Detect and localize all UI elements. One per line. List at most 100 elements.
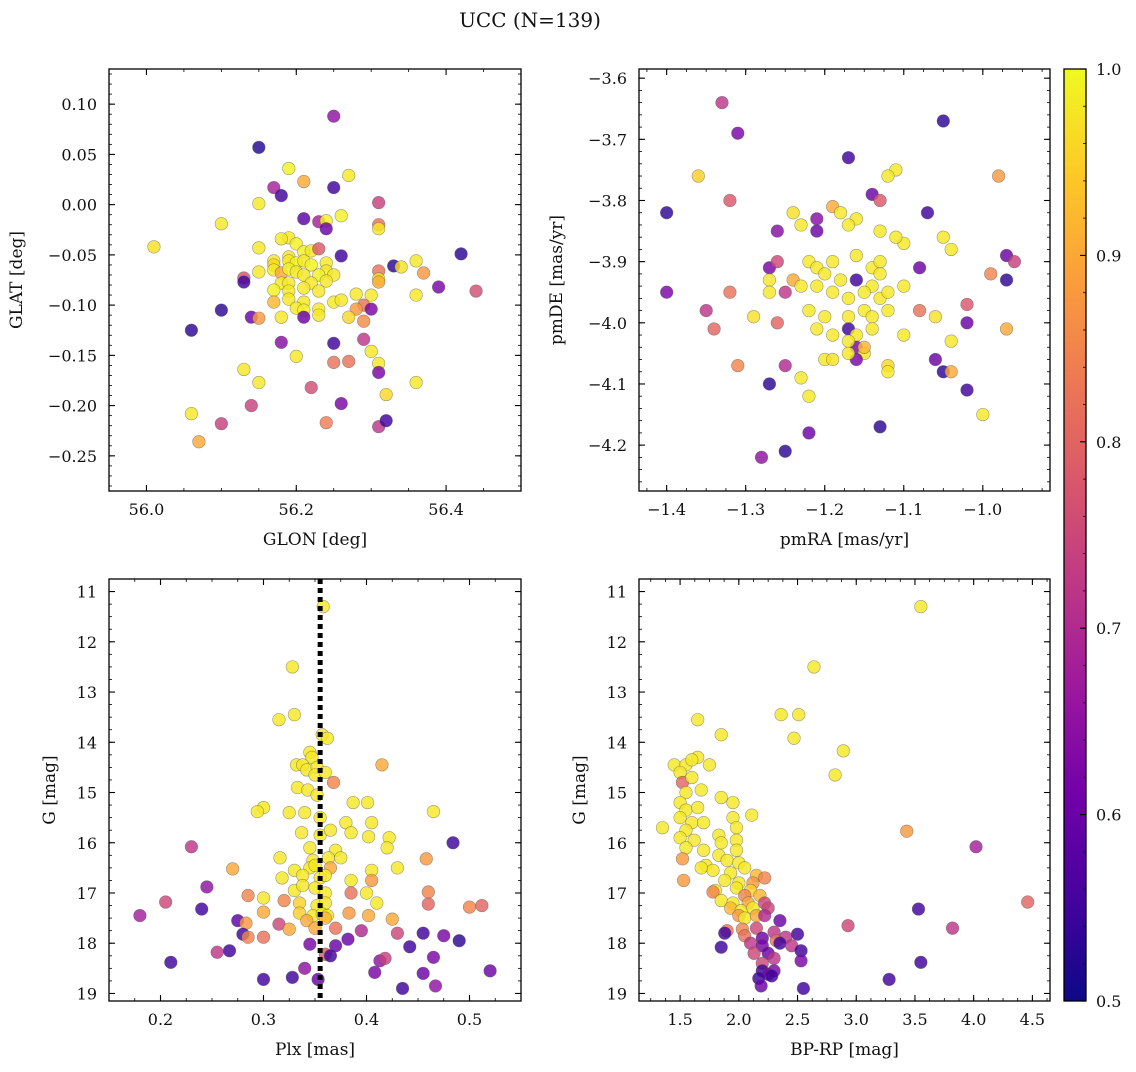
scatter-point xyxy=(326,775,341,790)
scatter-point xyxy=(256,905,271,919)
points-layer xyxy=(655,600,1035,996)
scatter-point xyxy=(714,728,728,742)
scatter-point xyxy=(164,955,178,969)
scatter-point xyxy=(826,285,840,299)
scatter-point xyxy=(285,970,299,984)
scatter-point xyxy=(364,302,378,316)
scatter-point xyxy=(802,426,816,440)
x-axis-label: BP-RP [mag] xyxy=(790,1040,899,1060)
scatter-point xyxy=(210,945,224,959)
scatter-point xyxy=(707,322,721,336)
scatter-point xyxy=(375,758,389,772)
scatter-point xyxy=(416,926,430,940)
scatter-point xyxy=(452,934,466,948)
scatter-point xyxy=(770,224,784,238)
scatter-point xyxy=(342,354,356,368)
scatter-point xyxy=(699,303,713,318)
y-tick-label: 12 xyxy=(77,633,97,652)
y-tick-label: 15 xyxy=(607,784,627,803)
y-axis-label: G [mag] xyxy=(40,755,60,824)
scatter-point xyxy=(873,224,887,238)
scatter-point xyxy=(944,242,958,257)
scatter-point xyxy=(786,206,800,220)
scatter-point xyxy=(368,965,382,979)
scatter-point xyxy=(691,713,705,727)
panel-glon-glat: 56.0 56.2 56.4 0.10 0.05 0.00 −0.05 −0.10 −0.15 −… xyxy=(7,68,522,550)
x-tick-label: 3.0 xyxy=(844,1010,869,1029)
scatter-point xyxy=(483,964,497,978)
scatter-point xyxy=(372,222,386,236)
scatter-point xyxy=(794,954,808,968)
scatter-point xyxy=(370,896,384,910)
y-tick-label: 11 xyxy=(607,583,627,602)
scatter-point xyxy=(762,273,777,287)
y-tick-label: 0.10 xyxy=(61,95,97,114)
scatter-point xyxy=(770,316,784,330)
scatter-point xyxy=(810,224,824,238)
scatter-point xyxy=(417,266,431,280)
scatter-point xyxy=(426,805,441,819)
scatter-point xyxy=(794,218,808,232)
x-tick-label: 4.0 xyxy=(961,1010,986,1029)
scatter-point xyxy=(297,281,311,295)
scatter-point xyxy=(849,273,863,287)
scatter-point xyxy=(794,279,808,293)
y-tick-label: 14 xyxy=(77,733,97,752)
scatter-point xyxy=(841,151,856,165)
scatter-point xyxy=(357,314,371,328)
scatter-point xyxy=(810,212,824,226)
scatter-point xyxy=(691,800,705,815)
scatter-point xyxy=(272,713,286,727)
y-tick-label: −3.8 xyxy=(588,191,627,210)
scatter-point xyxy=(714,940,728,954)
scatter-point xyxy=(900,824,914,838)
scatter-point xyxy=(267,295,281,309)
scatter-point xyxy=(714,790,728,805)
colorbar-tick-label: 0.7 xyxy=(1096,619,1121,638)
scatter-point xyxy=(826,352,840,367)
scatter-point xyxy=(687,833,701,847)
scatter-point xyxy=(252,241,266,255)
scatter-point xyxy=(826,328,840,342)
scatter-point xyxy=(749,921,764,935)
scatter-point xyxy=(723,193,737,208)
scatter-point xyxy=(239,916,253,930)
scatter-point xyxy=(976,407,990,422)
scatter-point xyxy=(323,823,338,837)
scatter-point xyxy=(873,420,887,434)
scatter-point xyxy=(673,811,687,825)
scatter-point xyxy=(747,946,761,960)
scatter-point xyxy=(1021,895,1035,909)
scatter-point xyxy=(200,880,214,894)
scatter-point xyxy=(327,180,341,195)
scatter-point xyxy=(841,919,855,933)
panel-pm: −1.4 −1.3 −1.2 −1.1 −1.0 −3.6 −3.7 −3.8 −3.9 −4.0… xyxy=(547,68,1051,550)
scatter-point xyxy=(720,853,734,867)
colorbar-tick-label: 0.6 xyxy=(1096,806,1121,825)
y-tick-label: 0.05 xyxy=(61,145,97,164)
scatter-point xyxy=(807,660,821,674)
scatter-point xyxy=(428,979,443,993)
scatter-point xyxy=(359,886,374,900)
y-tick-label: −4.1 xyxy=(588,375,627,394)
scatter-point xyxy=(944,365,958,379)
scatter-point xyxy=(729,881,744,895)
scatter-point xyxy=(226,862,240,876)
scatter-point xyxy=(390,861,405,875)
scatter-point xyxy=(192,435,206,449)
scatter-point xyxy=(379,387,393,402)
scatter-point xyxy=(342,168,356,183)
scatter-point xyxy=(364,344,378,358)
scatter-point xyxy=(416,966,430,980)
x-tick-label: 2.0 xyxy=(726,1010,751,1029)
x-tick-label: −1.3 xyxy=(726,500,765,519)
x-tick-label: 56.0 xyxy=(129,500,165,519)
y-axis-label: G [mag] xyxy=(570,755,590,824)
scatter-point xyxy=(826,255,840,269)
scatter-point xyxy=(274,189,288,203)
scatter-point xyxy=(462,900,477,914)
scatter-point xyxy=(409,288,423,302)
scatter-point xyxy=(394,260,408,274)
scatter-point xyxy=(342,310,356,324)
